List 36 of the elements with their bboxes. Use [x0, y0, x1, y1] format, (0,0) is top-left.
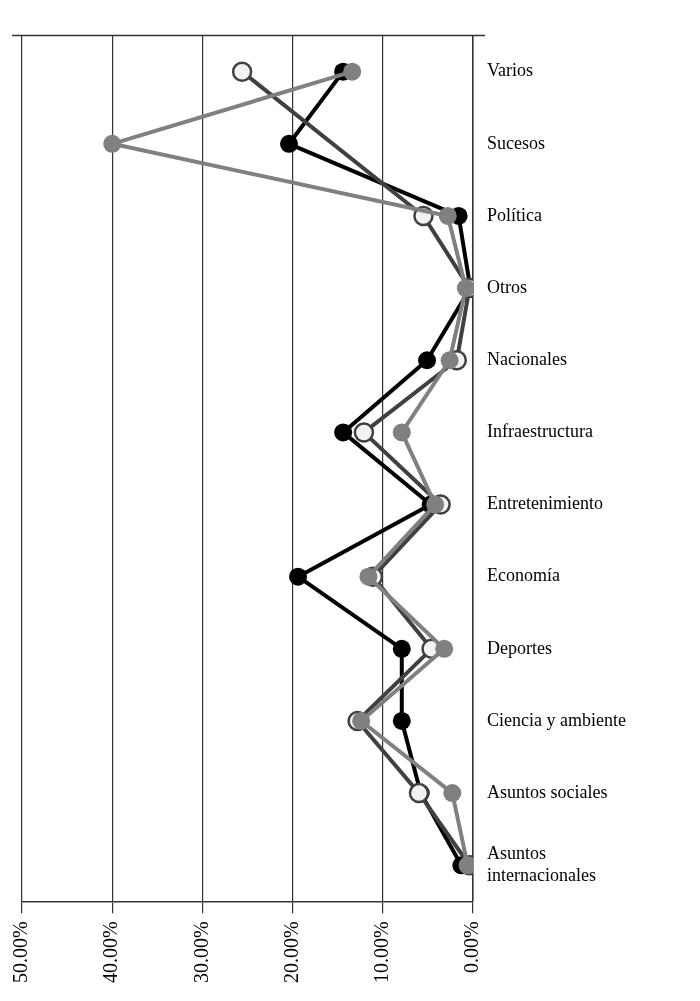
y-tick-label: Infraestructura: [487, 421, 593, 442]
point: [418, 351, 437, 370]
point: [435, 639, 454, 658]
x-tick-label: 20.00%: [279, 921, 302, 984]
x-tick-label: 0.00%: [460, 921, 483, 974]
point: [392, 711, 411, 730]
y-tick-label: Sucesos: [487, 132, 546, 153]
x-tick-label: 50.00%: [9, 921, 32, 984]
point: [334, 423, 353, 442]
point: [392, 639, 411, 658]
y-tick-label: Ciencia y ambiente: [487, 709, 627, 730]
point: [231, 61, 253, 82]
point: [392, 423, 411, 442]
y-tick-label: Entretenimiento: [487, 493, 604, 514]
point: [438, 206, 457, 225]
point: [280, 134, 299, 153]
y-tick-label: Economía: [487, 565, 561, 586]
x-tick-label: 10.00%: [370, 921, 393, 984]
point: [440, 351, 459, 370]
y-tick-label: Varios: [487, 60, 534, 81]
point: [352, 711, 371, 730]
point: [289, 567, 308, 586]
y-tick-label: Nacionales: [487, 348, 568, 369]
point: [353, 422, 375, 443]
x-tick-label: 40.00%: [99, 921, 122, 984]
point: [103, 134, 122, 153]
point: [343, 62, 362, 81]
x-tick-label: 30.00%: [189, 921, 212, 984]
y-tick-label: Deportes: [487, 637, 553, 658]
y-tick-label: Política: [487, 204, 543, 225]
y-tick-label: Otros: [487, 276, 528, 297]
y-tick-label: Asuntos internacionales: [487, 843, 597, 885]
y-tick-label: Asuntos sociales: [487, 781, 608, 802]
point: [443, 784, 462, 803]
point: [359, 567, 378, 586]
point: [426, 495, 445, 514]
